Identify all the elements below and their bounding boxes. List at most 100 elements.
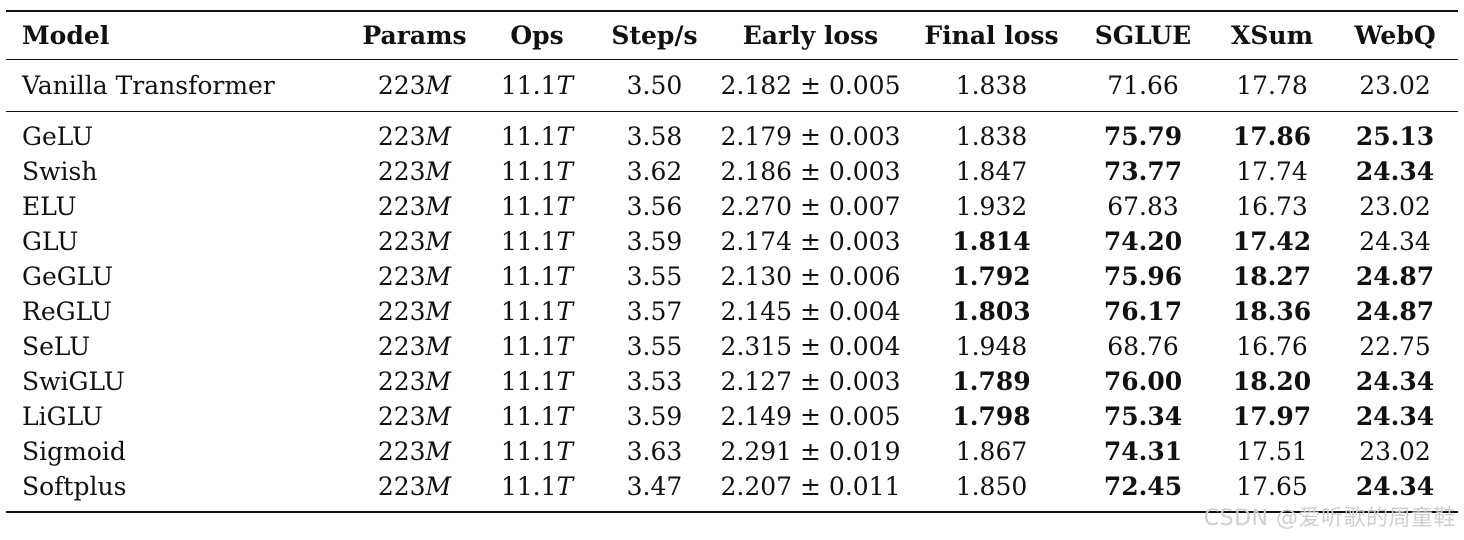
cell-final-loss: 1.948 [955, 332, 1028, 361]
params-value: 223 [377, 227, 426, 256]
params-unit: M [425, 192, 452, 221]
cell-xsum: 17.65 [1212, 469, 1332, 513]
table-row: GeGLU 223M 11.1T 3.55 2.130 ± 0.006 1.792 75.9… [6, 259, 1458, 294]
cell-step: 3.57 [626, 297, 683, 326]
params-unit: M [425, 157, 452, 186]
cell-sglue: 74.31 [1103, 437, 1183, 466]
cell-params: 223M [352, 112, 477, 155]
table-header-row: Model Params Ops Step/s Early loss Final… [6, 10, 1458, 60]
cell-model: ELU [22, 192, 77, 221]
cell-model: SeLU [22, 332, 91, 361]
table-row: GeLU 223M 11.1T 3.58 2.179 ± 0.003 1.838 75.79… [6, 112, 1458, 155]
cell-sglue: 71.66 [1074, 59, 1212, 112]
cell-model: GeGLU [22, 262, 114, 291]
cell-final-loss: 1.803 [952, 297, 1031, 326]
cell-final-loss: 1.789 [952, 367, 1031, 396]
cell-final-loss: 1.932 [955, 192, 1028, 221]
cell-final-loss: 1.847 [955, 157, 1028, 186]
header-sglue: SGLUE [1074, 10, 1212, 60]
cell-params: 223M [352, 154, 477, 189]
baseline-row: Vanilla Transformer 223M 11.1T 3.50 2.18… [6, 59, 1458, 112]
cell-xsum: 18.36 [1232, 297, 1312, 326]
cell-model: Softplus [6, 469, 352, 513]
ops-unit: T [556, 367, 574, 396]
cell-sglue: 67.83 [1107, 192, 1179, 221]
cell-webq: 24.34 [1355, 367, 1435, 396]
cell-webq: 23.02 [1332, 59, 1458, 112]
cell-sglue: 74.20 [1103, 227, 1183, 256]
cell-xsum: 18.20 [1232, 367, 1312, 396]
table-row: LiGLU 223M 11.1T 3.59 2.149 ± 0.005 1.798 75.3… [6, 399, 1458, 434]
cell-step: 3.55 [626, 332, 683, 361]
cell-webq: 24.34 [1332, 469, 1458, 513]
params-unit: M [425, 297, 452, 326]
cell-params: 223M [352, 294, 477, 329]
ops-value: 11.1 [500, 472, 557, 501]
cell-step: 3.63 [626, 437, 683, 466]
cell-sglue: 76.17 [1103, 297, 1183, 326]
cell-step: 3.56 [626, 192, 683, 221]
cell-final-loss: 1.850 [909, 469, 1074, 513]
table-row: Swish 223M 11.1T 3.62 2.186 ± 0.003 1.847 73.7… [6, 154, 1458, 189]
params-value: 223 [377, 367, 426, 396]
cell-ops: 11.1T [477, 399, 597, 434]
cell-sglue: 73.77 [1103, 157, 1183, 186]
params-unit: M [425, 71, 452, 100]
ops-unit: T [556, 262, 574, 291]
cell-model: Vanilla Transformer [6, 59, 352, 112]
cell-webq: 23.02 [1359, 192, 1431, 221]
cell-xsum: 17.78 [1212, 59, 1332, 112]
header-step: Step/s [597, 10, 712, 60]
params-value: 223 [377, 192, 426, 221]
cell-model: ReGLU [22, 297, 112, 326]
cell-step: 3.47 [597, 469, 712, 513]
cell-params: 223M [352, 224, 477, 259]
results-table: Model Params Ops Step/s Early loss Final… [6, 10, 1458, 513]
cell-ops: 11.1T [477, 112, 597, 155]
cell-sglue: 75.34 [1103, 402, 1183, 431]
cell-model: GeLU [22, 122, 94, 151]
cell-params: 223M [352, 259, 477, 294]
cell-xsum: 16.76 [1236, 332, 1308, 361]
cell-early-loss: 2.174 ± 0.003 [720, 227, 901, 256]
ops-value: 11.1 [500, 297, 557, 326]
cell-early-loss: 2.145 ± 0.004 [720, 297, 901, 326]
cell-ops: 11.1T [477, 294, 597, 329]
params-value: 223 [377, 332, 426, 361]
ops-unit: T [556, 192, 574, 221]
cell-final-loss: 1.838 [909, 59, 1074, 112]
cell-sglue: 76.00 [1103, 367, 1183, 396]
cell-sglue: 72.45 [1074, 469, 1212, 513]
cell-model: Swish [22, 157, 98, 186]
cell-params: 223M [352, 434, 477, 469]
ops-unit: T [556, 402, 574, 431]
cell-webq: 24.34 [1359, 227, 1431, 256]
table-row: Softplus 223M 11.1T 3.47 2.207 ± 0.011 1.850 7… [6, 469, 1458, 513]
ops-unit: T [556, 332, 574, 361]
cell-step: 3.55 [626, 262, 683, 291]
cell-sglue: 68.76 [1107, 332, 1179, 361]
table-row: ELU 223M 11.1T 3.56 2.270 ± 0.007 1.932 67.83 1… [6, 189, 1458, 224]
table-row: GLU 223M 11.1T 3.59 2.174 ± 0.003 1.814 74.20 1… [6, 224, 1458, 259]
params-value: 223 [377, 262, 426, 291]
cell-step: 3.59 [626, 227, 683, 256]
params-value: 223 [377, 472, 426, 501]
ops-unit: T [556, 71, 574, 100]
cell-early-loss: 2.149 ± 0.005 [720, 402, 901, 431]
ops-unit: T [556, 437, 574, 466]
params-unit: M [425, 437, 452, 466]
table-row: ReGLU 223M 11.1T 3.57 2.145 ± 0.004 1.803 76.1… [6, 294, 1458, 329]
cell-sglue: 75.96 [1103, 262, 1183, 291]
cell-step: 3.62 [626, 157, 683, 186]
params-value: 223 [377, 297, 426, 326]
cell-webq: 25.13 [1355, 122, 1435, 151]
cell-ops: 11.1T [477, 259, 597, 294]
ops-unit: T [556, 227, 574, 256]
params-unit: M [425, 367, 452, 396]
cell-model: SwiGLU [22, 367, 125, 396]
cell-ops: 11.1T [477, 364, 597, 399]
cell-params: 223M [352, 469, 477, 513]
cell-model: LiGLU [22, 402, 103, 431]
ops-value: 11.1 [500, 437, 557, 466]
params-unit: M [425, 332, 452, 361]
